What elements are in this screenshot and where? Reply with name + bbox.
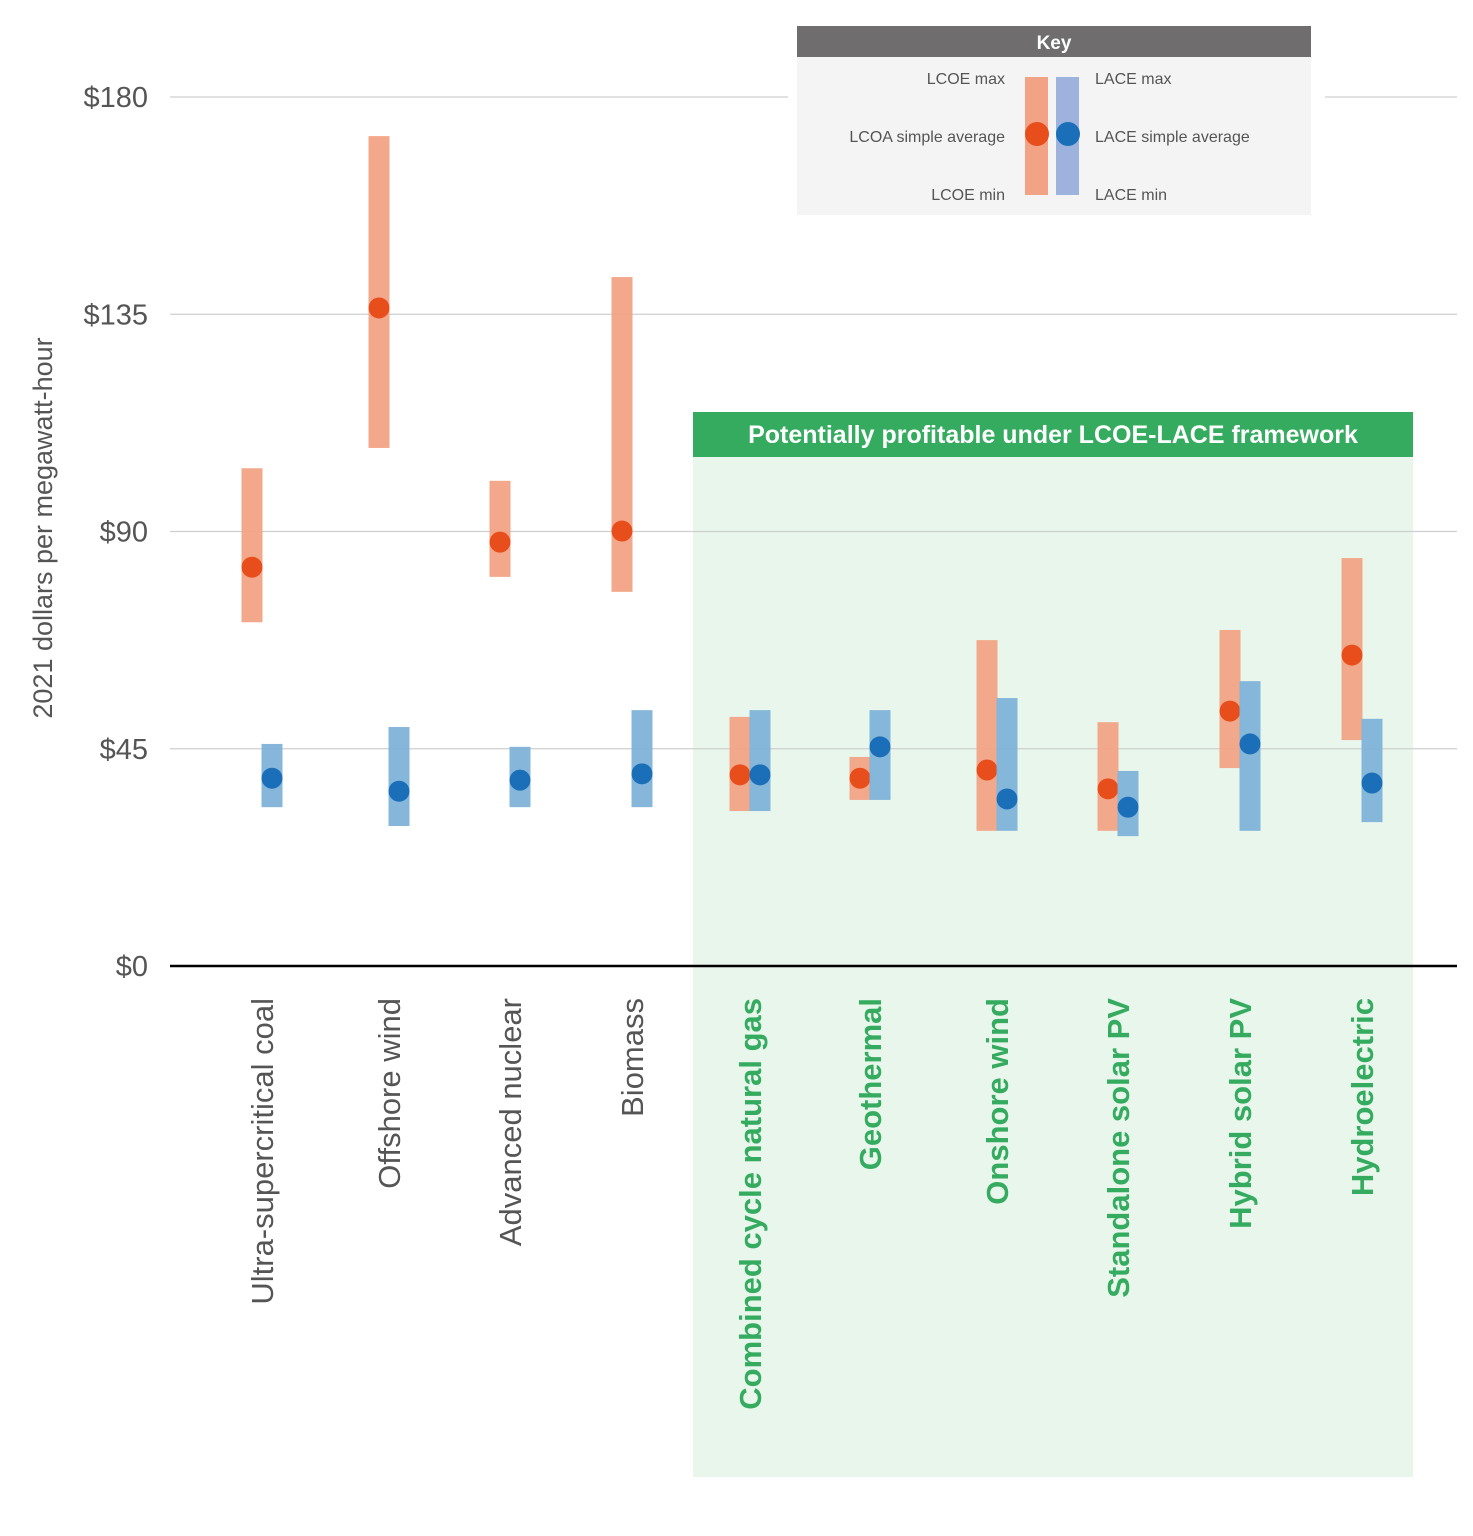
- lcoe-range-bar: [1097, 722, 1119, 831]
- lace-average-dot: [631, 763, 653, 785]
- lace-average-dot: [749, 764, 771, 786]
- lace-range-bar: [996, 698, 1018, 831]
- lace-range-bar: [1361, 718, 1383, 823]
- x-category-label: Hydroelectric: [1345, 998, 1380, 1196]
- lcoe-range-bar: [489, 480, 511, 577]
- lace-range-bar: [749, 710, 771, 812]
- legend-lace-dot: [1056, 122, 1080, 146]
- lace-range-bar: [388, 727, 410, 826]
- y-axis-label: 2021 dollars per megawatt-hour: [28, 337, 58, 718]
- legend-title: Key: [1037, 33, 1072, 54]
- lace-average-dot: [261, 767, 283, 789]
- lcoe-average-dot: [1219, 700, 1241, 722]
- lace-average-dot: [1117, 796, 1139, 818]
- y-tick-label: $90: [100, 517, 148, 549]
- x-category-label: Hybrid solar PV: [1223, 998, 1258, 1229]
- legend-lcoe-dot: [1025, 122, 1049, 146]
- lcoe-average-dot: [849, 767, 871, 789]
- lcoe-average-dot: [489, 531, 511, 553]
- lcoe-range-bar: [611, 277, 633, 592]
- lace-average-dot: [869, 736, 891, 758]
- highlight-header: [693, 412, 1413, 457]
- lace-average-dot: [996, 788, 1018, 810]
- y-tick-label: $180: [83, 82, 148, 114]
- legend: Key LCOE max LCOA simple average LCOE mi…: [788, 20, 1325, 222]
- x-category-label: Ultra-supercritical coal: [245, 998, 280, 1305]
- legend-lace-min: LACE min: [1095, 187, 1167, 204]
- x-category-label: Geothermal: [853, 998, 888, 1170]
- x-category-label: Biomass: [615, 998, 650, 1117]
- lace-range-bar: [631, 710, 653, 808]
- lace-average-dot: [1239, 733, 1261, 755]
- lace-range-bar: [1239, 681, 1261, 831]
- lcoe-average-dot: [241, 556, 263, 578]
- lcoe-range-bar: [729, 716, 751, 812]
- lace-average-dot: [509, 769, 531, 791]
- y-tick-label: $135: [83, 299, 148, 331]
- x-category-label: Offshore wind: [372, 998, 407, 1189]
- legend-lcoe-avg: LCOA simple average: [849, 129, 1005, 146]
- lcoe-average-dot: [368, 297, 390, 319]
- x-category-label: Onshore wind: [980, 998, 1015, 1205]
- x-category-label: Standalone solar PV: [1101, 998, 1136, 1298]
- lcoe-range-bar: [241, 468, 263, 623]
- lcoe-range-bar: [368, 136, 390, 448]
- y-tick-label: $45: [100, 734, 148, 766]
- legend-lcoe-max: LCOE max: [927, 71, 1005, 88]
- legend-lcoe-min: LCOE min: [931, 187, 1005, 204]
- lace-average-dot: [1361, 772, 1383, 794]
- lcoe-range-bar: [976, 640, 998, 831]
- legend-lace-avg: LACE simple average: [1095, 129, 1250, 146]
- lace-average-dot: [388, 780, 410, 802]
- lcoe-range-bar: [1219, 629, 1241, 769]
- x-category-label: Combined cycle natural gas: [733, 998, 768, 1410]
- lcoe-average-dot: [1341, 644, 1363, 666]
- lcoe-average-dot: [729, 764, 751, 786]
- lcoe-average-dot: [611, 520, 633, 542]
- highlight-label: Potentially profitable under LCOE-LACE f…: [748, 421, 1358, 449]
- legend-lace-max: LACE max: [1095, 71, 1171, 88]
- lcoe-average-dot: [976, 759, 998, 781]
- lcoe-average-dot: [1097, 778, 1119, 800]
- y-tick-label: $0: [116, 951, 148, 983]
- x-category-label: Advanced nuclear: [493, 998, 528, 1246]
